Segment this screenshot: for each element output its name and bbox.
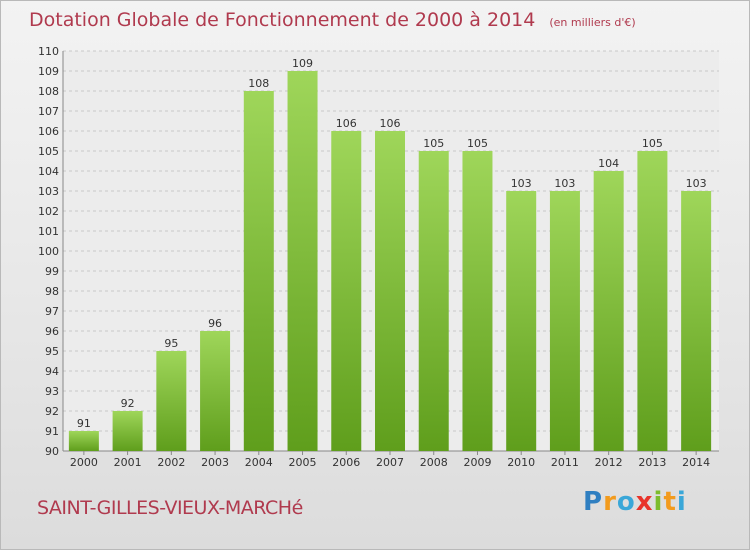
bar-2012: [593, 171, 624, 451]
data-label: 103: [554, 177, 575, 190]
data-label: 106: [380, 117, 401, 130]
data-label: 92: [121, 397, 135, 410]
x-tick-label: 2006: [332, 456, 360, 469]
bar-2002: [156, 351, 187, 451]
bar-2010: [506, 191, 537, 451]
data-label: 105: [467, 137, 488, 150]
data-label: 95: [164, 337, 178, 350]
logo-letter: i: [653, 487, 664, 517]
x-tick-label: 2003: [201, 456, 229, 469]
bar-2004: [243, 91, 274, 451]
data-label: 103: [511, 177, 532, 190]
data-label: 106: [336, 117, 357, 130]
bar-2013: [637, 151, 668, 451]
bar-2001: [112, 411, 143, 451]
x-tick-label: 2005: [289, 456, 317, 469]
proxiti-logo: Proxiti: [583, 487, 687, 517]
logo-letter: o: [616, 487, 636, 517]
y-tick-label: 105: [38, 145, 59, 158]
y-tick-label: 110: [38, 45, 59, 58]
bar-2009: [462, 151, 493, 451]
y-tick-label: 90: [45, 445, 59, 458]
bar-2014: [681, 191, 712, 451]
y-tick-label: 95: [45, 345, 59, 358]
bar-2005: [287, 71, 318, 451]
x-tick-label: 2014: [682, 456, 710, 469]
y-tick-label: 93: [45, 385, 59, 398]
data-label: 109: [292, 57, 313, 70]
x-tick-label: 2012: [595, 456, 623, 469]
data-label: 91: [77, 417, 91, 430]
y-tick-label: 91: [45, 425, 59, 438]
x-tick-label: 2001: [114, 456, 142, 469]
bar-2008: [418, 151, 449, 451]
x-tick-label: 2011: [551, 456, 579, 469]
y-tick-label: 103: [38, 185, 59, 198]
logo-letter: t: [663, 487, 677, 517]
x-tick-label: 2009: [463, 456, 491, 469]
y-tick-label: 109: [38, 65, 59, 78]
x-tick-label: 2013: [638, 456, 666, 469]
logo-letter: i: [676, 487, 687, 517]
logo-letter: r: [603, 487, 617, 517]
data-label: 108: [248, 77, 269, 90]
bar-2011: [549, 191, 580, 451]
location-name: SAINT-GILLES-VIEUX-MARCHé: [37, 497, 303, 519]
x-tick-label: 2002: [157, 456, 185, 469]
logo-letter: x: [635, 487, 654, 517]
x-tick-label: 2008: [420, 456, 448, 469]
y-tick-label: 107: [38, 105, 59, 118]
bar-2000: [68, 431, 99, 451]
y-tick-label: 104: [38, 165, 59, 178]
y-tick-label: 101: [38, 225, 59, 238]
bar-2003: [200, 331, 231, 451]
y-tick-label: 96: [45, 325, 59, 338]
bar-2007: [375, 131, 405, 451]
title-text: Dotation Globale de Fonctionnement de 20…: [29, 9, 536, 31]
y-tick-label: 99: [45, 265, 59, 278]
y-tick-label: 97: [45, 305, 59, 318]
y-tick-label: 108: [38, 85, 59, 98]
logo-letter: P: [583, 487, 604, 517]
data-label: 104: [598, 157, 619, 170]
y-tick-label: 100: [38, 245, 59, 258]
x-tick-label: 2007: [376, 456, 404, 469]
bar-2006: [331, 131, 362, 451]
data-label: 105: [642, 137, 663, 150]
x-tick-label: 2010: [507, 456, 535, 469]
data-label: 103: [686, 177, 707, 190]
x-tick-label: 2000: [70, 456, 98, 469]
y-tick-label: 94: [45, 365, 59, 378]
data-label: 105: [423, 137, 444, 150]
data-label: 96: [208, 317, 222, 330]
y-tick-label: 106: [38, 125, 59, 138]
y-tick-label: 98: [45, 285, 59, 298]
chart-subtitle: (en milliers d'€): [549, 16, 636, 29]
y-tick-label: 92: [45, 405, 59, 418]
y-tick-label: 102: [38, 205, 59, 218]
chart-title: Dotation Globale de Fonctionnement de 20…: [29, 9, 636, 31]
x-tick-label: 2004: [245, 456, 273, 469]
